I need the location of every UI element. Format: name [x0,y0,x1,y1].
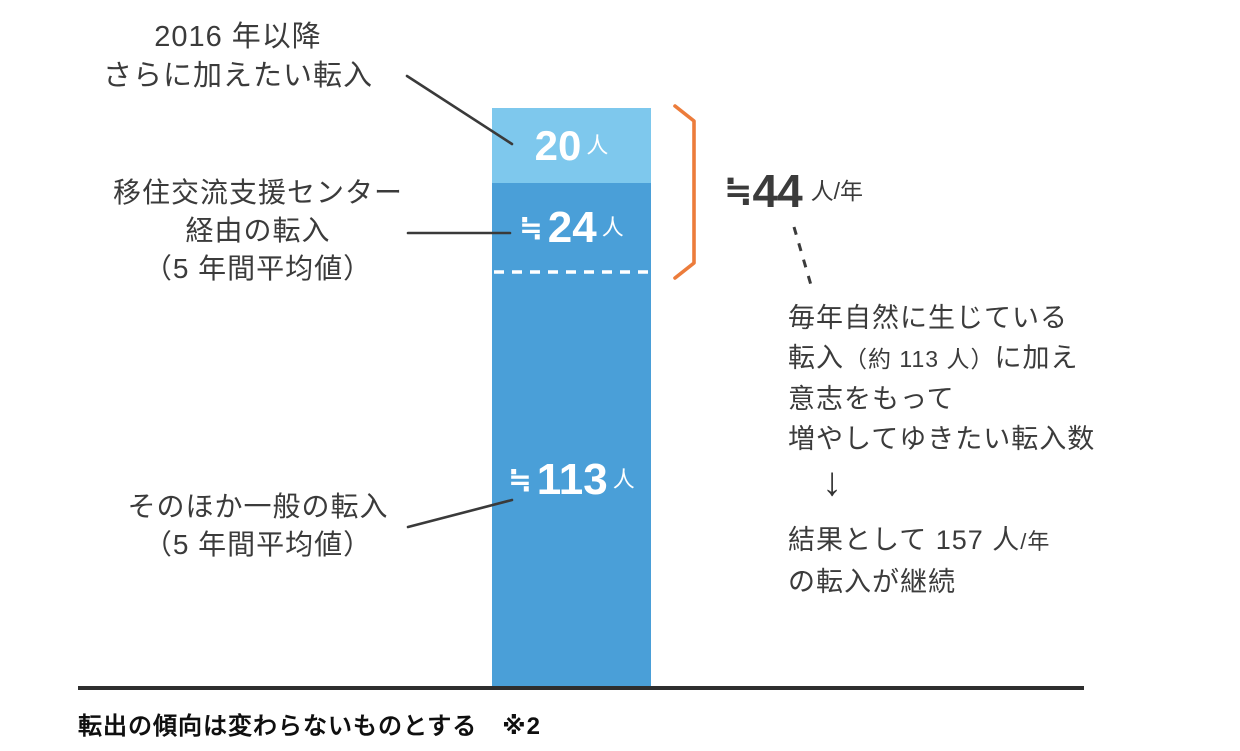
segment-unit: 人 [601,214,624,240]
result-line-part: /年 [1020,529,1051,554]
bar-segment-planned-addition: 20 人 [492,108,651,183]
segment-value: 24 [547,202,597,252]
footnote: 転出の傾向は変わらないものとする ※2 [78,713,541,740]
stacked-bar: 20 人 ≒ 24 人 ≒ 113 人 [492,108,651,688]
approx-equal-symbol: ≒ [508,464,532,495]
label-line: 2016 年以降 [154,21,322,53]
segment-unit: 人 [586,132,609,158]
approx-equal-symbol: ≒ [724,172,753,210]
label-additional-inflow: 2016 年以降 さらに加えたい転入 [68,18,408,96]
result-line-part: 結果として 157 人 [788,525,1021,555]
total-value: 44 [752,165,803,217]
label-center-inflow: 移住交流支援センター 経由の転入 （5 年間平均値） [88,174,428,288]
annotation-line-part: 転入 [788,343,844,373]
annotation-line-part: に加え [994,343,1079,373]
bar-segment-center-inflow: ≒ 24 人 [492,183,651,272]
bracket [673,104,696,280]
down-arrow-icon: ↓ [822,460,842,504]
label-general-inflow: そのほか一般の転入 （5 年間平均値） [88,488,428,564]
label-line: （5 年間平均値） [143,253,373,284]
label-line: 移住交流支援センター [112,177,403,208]
annotation-text: 毎年自然に生じている 転入（約 113 人）に加え 意志をもって 増やしてゆきた… [788,298,1095,459]
annotation-line-part: （約 113 人） [844,346,995,372]
axis-baseline [78,686,1084,690]
approx-equal-symbol: ≒ [519,211,543,243]
annotation-line: 毎年自然に生じている [788,303,1068,333]
annotation-line: 意志をもって [788,384,955,414]
result-line: 結果として 157 人/年 [788,520,1050,562]
label-line: そのほか一般の転入 [127,491,389,522]
segment-value: 113 [536,455,608,504]
annotation-line: 増やしてゆきたい転入数 [788,424,1096,454]
result-line: の転入が継続 [788,567,956,597]
segment-unit: 人 [612,467,635,492]
segment-value: 20 [534,121,582,169]
annotation-line: 転入（約 113 人）に加え [788,338,1095,379]
bracket-total: ≒ 44 人/年 [724,168,863,214]
label-line: さらに加えたい転入 [102,60,373,92]
total-unit: 人/年 [810,177,864,204]
label-line: 経由の転入 [185,215,331,246]
result-text: 結果として 157 人/年 の転入が継続 [788,520,1050,602]
label-line: （5 年間平均値） [143,529,373,560]
bar-segment-general-inflow: ≒ 113 人 [492,272,651,688]
dashed-connector [792,226,815,293]
